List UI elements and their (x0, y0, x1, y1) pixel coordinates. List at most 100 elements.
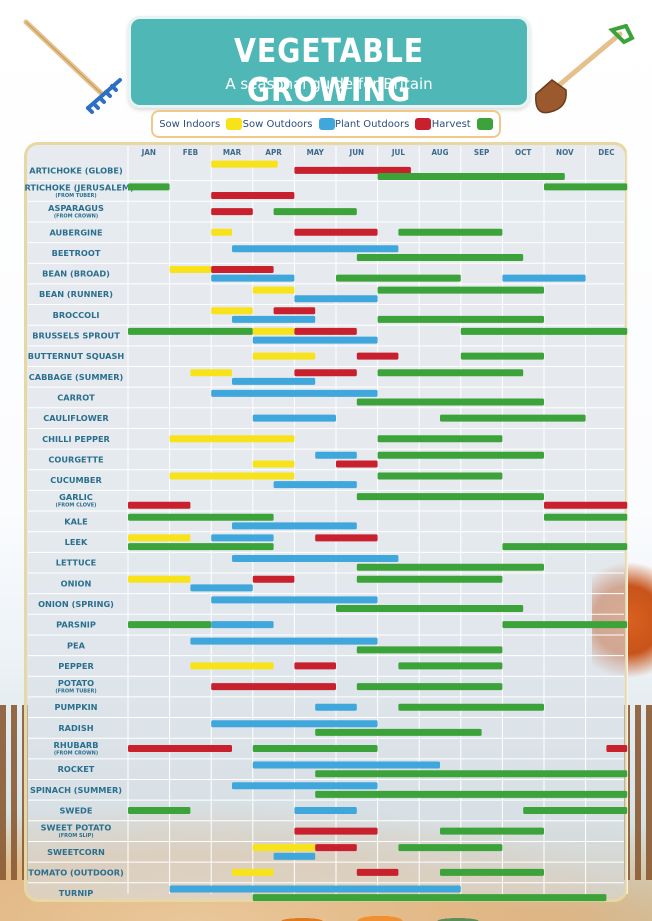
month-label: APR (265, 148, 282, 157)
vegetable-name: PEPPER (58, 661, 94, 671)
month-label: JAN (141, 148, 156, 157)
bar-harvest (377, 315, 544, 323)
bar-harvest (544, 183, 628, 191)
shovel-icon (535, 24, 635, 114)
bar-sow-outdoors (211, 389, 378, 397)
title-banner: VEGETABLE GROWING A seasonal guide for B… (128, 16, 530, 109)
bar-sow-outdoors (211, 720, 378, 728)
bar-sow-indoors (190, 662, 274, 670)
bar-plant-outdoors (336, 460, 378, 468)
bar-harvest (128, 327, 253, 335)
vegetable-subtitle: (FROM CROWN) (54, 751, 98, 757)
month-label: MAY (307, 148, 325, 157)
vegetable-name: COURGETTE (48, 454, 103, 464)
vegetable-subtitle: (FROM SLIP) (58, 833, 93, 839)
vegetable-name: SWEDE (60, 805, 93, 815)
bar-sow-indoors (169, 435, 295, 443)
bar-sow-outdoors (252, 761, 440, 769)
vegetable-name: LETTUCE (56, 558, 96, 568)
bar-plant-outdoors (273, 307, 316, 315)
legend-swatch (318, 118, 335, 130)
bar-plant-outdoors (315, 534, 378, 542)
bar-sow-indoors (190, 369, 232, 377)
bar-sow-outdoors (190, 637, 378, 645)
vegetable-name: ARTICHOKE (GLOBE) (29, 165, 123, 175)
vegetable-name: RHUBARB (54, 740, 99, 750)
bar-plant-outdoors (128, 745, 232, 753)
vegetable-name: POTATO (58, 678, 94, 688)
month-label: FEB (183, 148, 198, 157)
bar-harvest (336, 274, 461, 282)
vegetable-name: ARTICHOKE (JERUSALEM) (24, 182, 134, 192)
bar-sow-outdoors (211, 596, 378, 604)
vegetable-subtitle: (FROM CROWN) (54, 214, 98, 220)
bar-sow-outdoors (211, 534, 274, 542)
legend: Sow Indoors Sow Outdoors Plant Outdoors … (151, 110, 501, 138)
bar-harvest (315, 728, 482, 736)
bar-plant-outdoors (211, 208, 253, 216)
bar-harvest (398, 844, 503, 852)
bar-harvest (440, 868, 544, 876)
bar-sow-outdoors (232, 782, 378, 790)
bar-plant-outdoors (294, 166, 411, 174)
bar-harvest (377, 472, 503, 480)
bar-plant-outdoors (294, 369, 357, 377)
bar-harvest (440, 414, 586, 422)
bar-sow-outdoors (232, 555, 399, 563)
rake-icon (23, 19, 122, 114)
bar-sow-indoors (252, 844, 316, 852)
vegetable-name: CARROT (57, 392, 95, 402)
bar-sow-indoors (252, 460, 295, 468)
month-label: NOV (556, 148, 574, 157)
legend-label: Plant Outdoors (334, 118, 410, 130)
bar-harvest (398, 703, 544, 711)
bar-harvest (544, 513, 628, 521)
bar-plant-outdoors (606, 745, 628, 753)
vegetable-subtitle: (FROM CLOVE) (56, 503, 97, 509)
vegetable-name: PARSNIP (56, 620, 96, 630)
bar-plant-outdoors (128, 501, 191, 509)
vegetable-name: ONION (SPRING) (38, 599, 114, 609)
bar-harvest (356, 563, 544, 571)
bar-harvest (128, 621, 212, 629)
bar-harvest (377, 173, 565, 181)
vegetable-name: SPINACH (SUMMER) (30, 785, 122, 795)
bar-sow-indoors (252, 286, 295, 294)
vegetable-name: CAULIFLOWER (43, 413, 109, 423)
vegetable-name: KALE (64, 516, 88, 526)
bar-sow-outdoors (315, 703, 357, 711)
vegetable-name: PEA (67, 640, 86, 650)
bar-harvest (440, 827, 544, 835)
vegetable-name: BEAN (BROAD) (42, 269, 110, 279)
legend-swatch (226, 118, 243, 130)
bar-harvest (315, 770, 628, 778)
legend-swatch (476, 118, 493, 130)
vegetable-name: CABBAGE (SUMMER) (29, 372, 124, 382)
bar-sow-indoors (232, 868, 274, 876)
bar-harvest (356, 493, 544, 501)
bar-harvest (398, 228, 503, 236)
vegetable-name: TOMATO (OUTDOOR) (28, 867, 124, 877)
bar-sow-outdoors (294, 806, 357, 814)
bar-harvest (398, 662, 503, 670)
legend-item-sow-outdoors: Sow Outdoors (243, 118, 335, 130)
bar-sow-outdoors (294, 295, 378, 303)
bar-sow-outdoors (232, 522, 357, 530)
bar-plant-outdoors (211, 683, 336, 691)
bar-sow-indoors (211, 228, 232, 236)
legend-label: Sow Indoors (159, 118, 221, 130)
vegetable-name: RADISH (58, 723, 93, 733)
bar-sow-outdoors (273, 481, 357, 489)
page-title: VEGETABLE GROWING (233, 31, 424, 109)
bar-harvest (356, 398, 544, 406)
bar-sow-indoors (252, 352, 316, 360)
vegetable-name: TURNIP (59, 888, 93, 898)
vegetable-subtitle: (FROM TUBER) (55, 193, 96, 199)
bar-plant-outdoors (544, 501, 628, 509)
bar-plant-outdoors (294, 327, 357, 335)
month-label: OCT (515, 148, 531, 157)
bar-plant-outdoors (315, 844, 357, 852)
bar-harvest (273, 208, 357, 216)
bar-sow-outdoors (273, 852, 316, 860)
bar-harvest (252, 745, 378, 753)
